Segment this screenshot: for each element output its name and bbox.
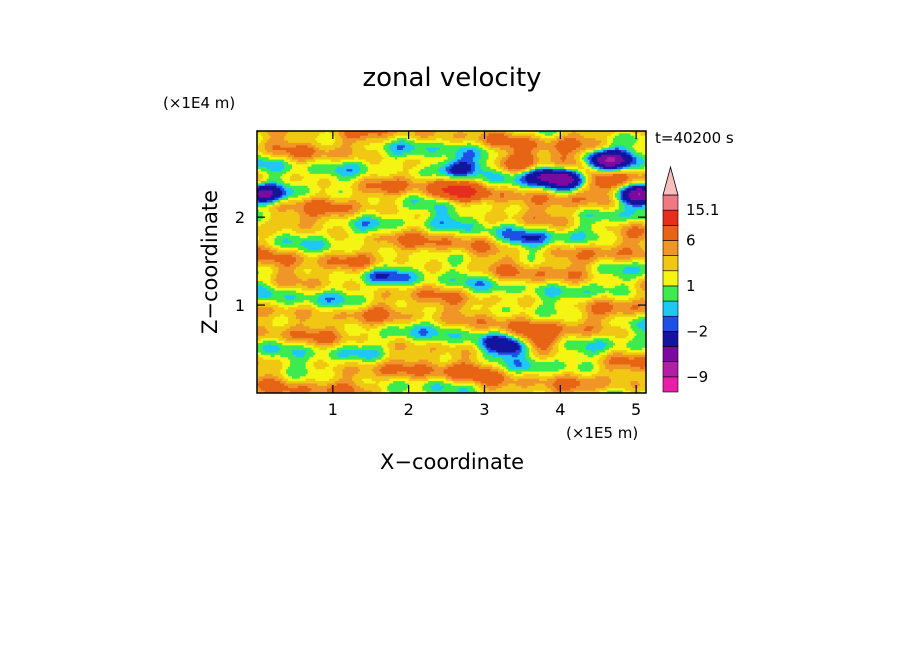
y-axis-unit: (×1E4 m) [163, 94, 235, 112]
chart-title: zonal velocity [362, 63, 541, 93]
time-label: t=40200 s [655, 129, 734, 147]
